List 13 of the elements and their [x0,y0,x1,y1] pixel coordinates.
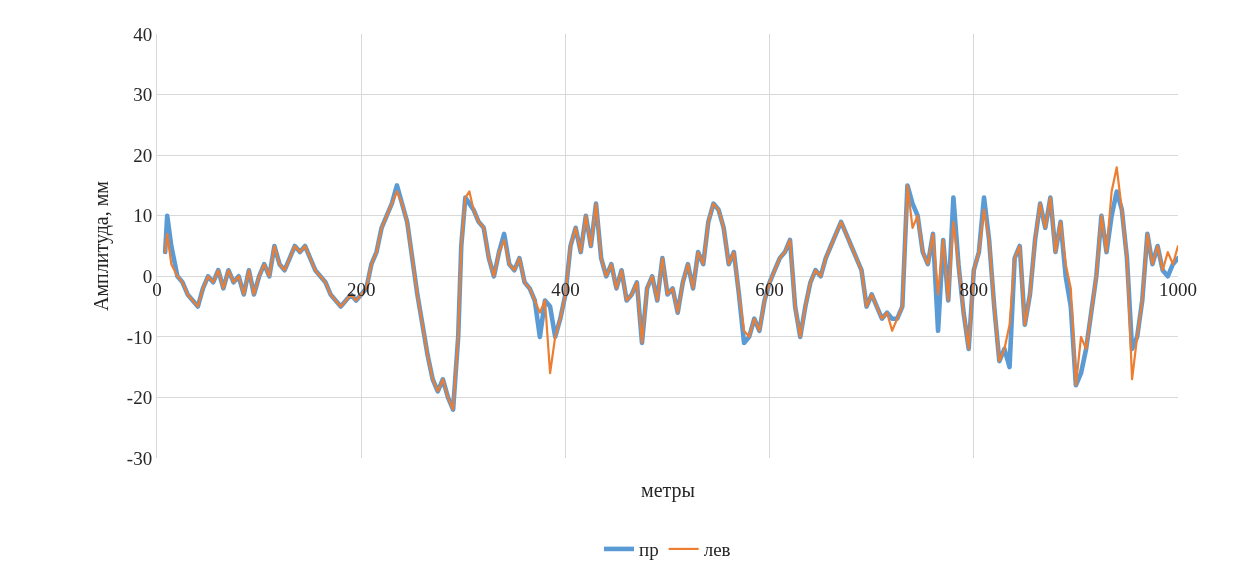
y-tick-label: -30 [126,447,153,469]
x-tick-label: 1000 [1159,279,1197,301]
y-tick-label: -20 [126,387,153,409]
legend-label: лев [703,539,731,561]
y-tick-label: 30 [133,84,153,106]
y-tick-label: 40 [133,23,153,45]
y-tick-label: 0 [142,265,153,287]
y-tick-label: -10 [126,326,153,348]
y-tick-label: 10 [133,205,153,227]
legend-label: пр [639,539,659,561]
x-axis-title: метры [641,479,695,502]
y-tick-label: 20 [133,144,153,166]
y-axis-title: Амплитуда, мм [90,180,114,312]
